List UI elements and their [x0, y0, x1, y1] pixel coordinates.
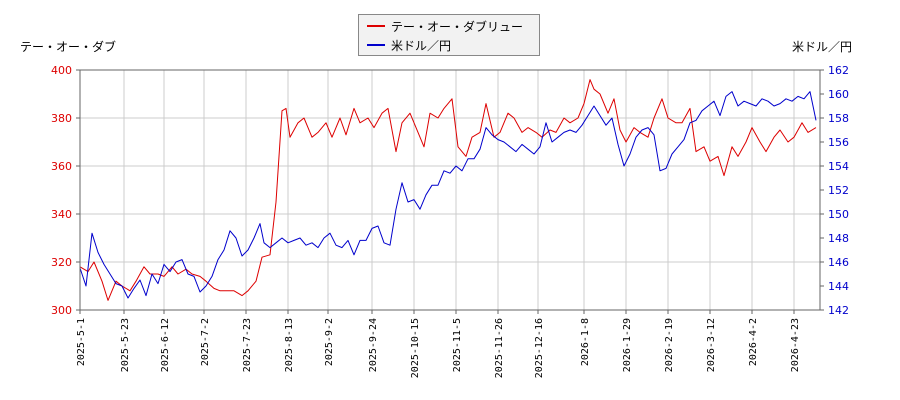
right-tick-label: 152 [828, 184, 849, 197]
grid [79, 69, 820, 311]
x-tick-label: 2025-5-23 [120, 318, 131, 372]
left-tick-label: 340 [51, 208, 72, 221]
left-axis-title: テー・オー・ダブ [20, 40, 117, 54]
plot-frame [79, 69, 821, 311]
x-tick-label: 2025-9-2 [324, 318, 335, 366]
legend-swatch-stock [367, 25, 385, 27]
left-tick-label: 300 [51, 304, 72, 317]
left-tick-label: 320 [51, 256, 72, 269]
right-tick-label: 144 [828, 280, 849, 293]
left-tick-label: 360 [51, 160, 72, 173]
left-tick-label: 400 [51, 64, 72, 77]
series-line-usdjpy [79, 91, 817, 299]
right-tick-label: 156 [828, 136, 849, 149]
x-tick-label: 2025-9-24 [368, 318, 379, 372]
x-tick-label: 2026-4-23 [790, 318, 801, 372]
x-tick-label: 2025-11-5 [452, 318, 463, 372]
right-tick-label: 146 [828, 256, 849, 269]
legend-item-usdjpy: 米ドル／円 [367, 36, 451, 54]
series-layer [79, 79, 817, 301]
x-tick-label: 2025-8-13 [284, 318, 295, 372]
axes: 300 320 340 360 380 400 142 144 146 148 150 152 154 1… [51, 64, 849, 378]
x-tick-label: 2025-11-26 [494, 318, 505, 378]
x-tick-label: 2026-2-19 [664, 318, 675, 372]
x-tick-label: 2025-6-12 [160, 318, 171, 372]
right-tick-label: 160 [828, 88, 849, 101]
right-axis-title: 米ドル／円 [791, 40, 852, 54]
left-tick-label: 380 [51, 112, 72, 125]
x-tick-label: 2025-5-1 [76, 318, 87, 366]
x-tick-label: 2026-1-8 [580, 318, 591, 366]
x-tick-label: 2026-3-12 [706, 318, 717, 372]
right-tick-label: 148 [828, 232, 849, 245]
legend-label-stock: テー・オー・ダブリュー [391, 19, 524, 34]
legend: テー・オー・ダブリュー 米ドル／円 [358, 14, 540, 56]
x-tick-label: 2025-7-2 [200, 318, 211, 366]
legend-item-stock: テー・オー・ダブリュー [367, 17, 523, 35]
x-tick-label: 2025-10-15 [410, 318, 421, 378]
x-tick-label: 2026-1-29 [622, 318, 633, 372]
right-tick-label: 158 [828, 112, 849, 125]
series-line-stock [79, 79, 817, 301]
right-tick-label: 154 [828, 160, 849, 173]
legend-label-usdjpy: 米ドル／円 [391, 38, 452, 53]
right-tick-label: 142 [828, 304, 849, 317]
right-tick-label: 162 [828, 64, 849, 77]
legend-swatch-usdjpy [367, 44, 385, 46]
x-tick-label: 2025-12-16 [534, 318, 545, 378]
right-tick-label: 150 [828, 208, 849, 221]
x-tick-label: 2026-4-2 [748, 318, 759, 366]
x-tick-label: 2025-7-23 [242, 318, 253, 372]
